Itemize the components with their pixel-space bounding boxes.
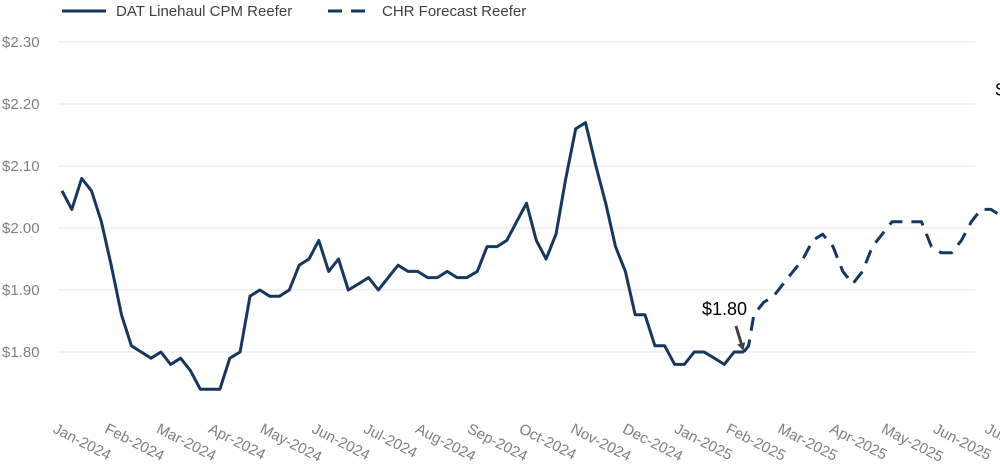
legend-label: CHR Forecast Reefer [382, 3, 526, 20]
series-lines [60, 121, 1000, 391]
annotation-label: $1.80 [702, 299, 747, 319]
legend: DAT Linehaul CPM Reefer CHR Forecast Reef… [62, 3, 526, 20]
annotation-arrow [734, 325, 746, 351]
y-axis-ticks: $1.80 $1.90 $2.00 $2.10 $2.20 $2.30 [2, 34, 40, 361]
legend-label: DAT Linehaul CPM Reefer [116, 3, 292, 20]
y-tick-label: $2.10 [2, 158, 40, 175]
x-tick-label: Apr-2025 [827, 420, 890, 463]
series-line-forecast [742, 207, 1000, 353]
x-tick-label: Apr-2024 [206, 420, 269, 463]
y-tick-label: $1.80 [2, 344, 40, 361]
y-tick-label: $2.30 [2, 34, 40, 51]
y-tick-label: $2.00 [2, 220, 40, 237]
x-tick-label: Jul-2024 [361, 420, 420, 461]
gridlines [58, 41, 975, 353]
x-axis-ticks: Jan-2024Feb-2024Mar-2024Apr-2024May-2024… [50, 420, 1000, 465]
y-tick-label: $2.20 [2, 96, 40, 113]
annotation-label: $2.16 [995, 80, 1000, 100]
annotations: $1.80 $2.16 [702, 80, 1000, 351]
y-tick-label: $1.90 [2, 282, 40, 299]
x-tick-label: Jan-2024 [50, 420, 113, 464]
series-line-actual [60, 121, 744, 391]
